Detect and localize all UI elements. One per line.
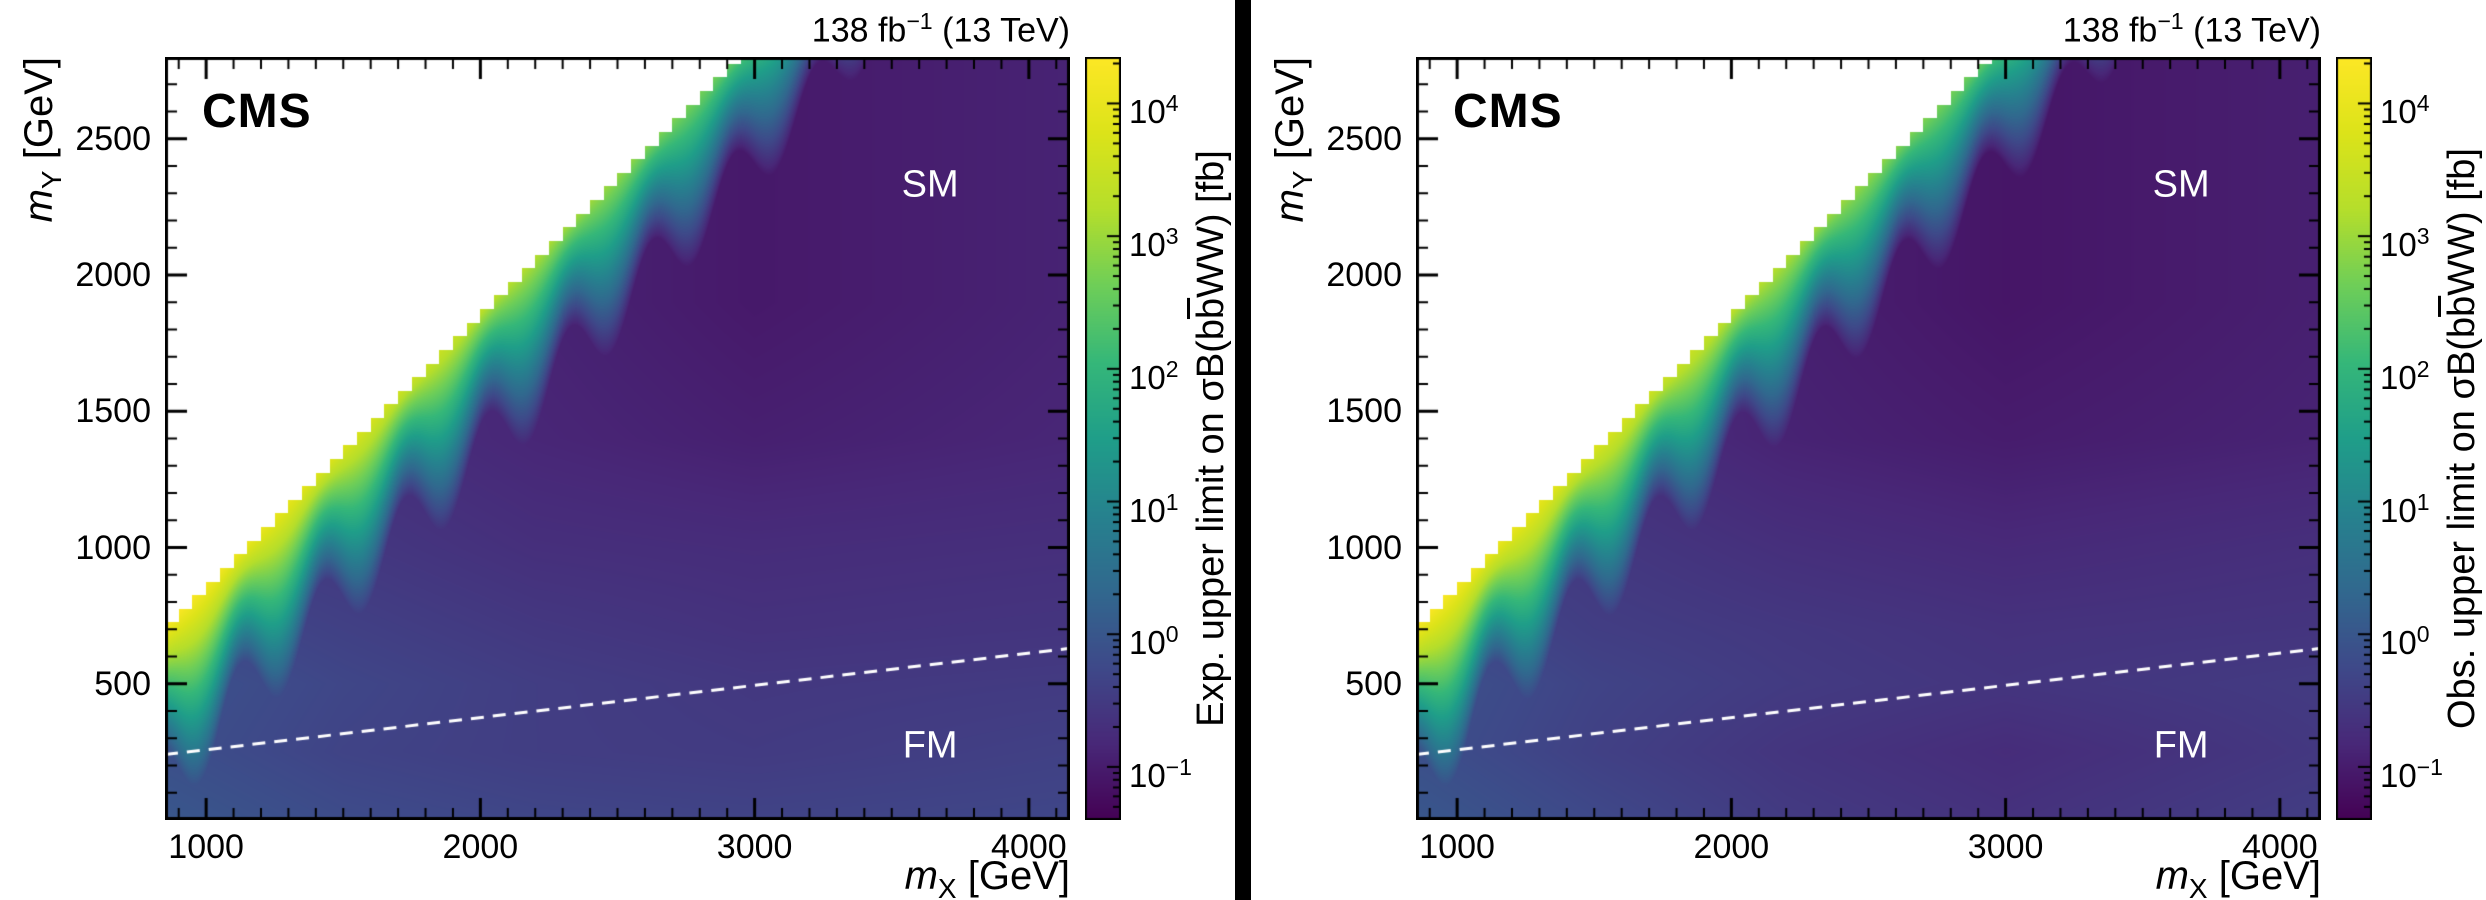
colorbar-tick-label: 103 bbox=[1129, 223, 1179, 264]
cms-logo-text: CMS bbox=[202, 85, 312, 138]
cbar-title-post: WW) [fb] bbox=[2441, 148, 2483, 296]
panel-observed-limit: 138 fb−1 (13 TeV) CMS mX [GeV] mY [GeV] … bbox=[1251, 0, 2486, 900]
y-title-subscript: Y bbox=[36, 170, 67, 190]
x-axis-title: mX [GeV] bbox=[165, 854, 1070, 900]
colorbar-title: Exp. upper limit on σB(bbWW) [fb] bbox=[1188, 57, 1234, 820]
colorbar-tick-label: 10−1 bbox=[2380, 753, 2443, 794]
x-title-subscript: X bbox=[2188, 873, 2208, 900]
observed-heatmap-canvas bbox=[1416, 57, 2321, 820]
colorbar-title: Obs. upper limit on σB(bbWW) [fb] bbox=[2439, 57, 2485, 820]
observed-colorbar-canvas bbox=[2336, 57, 2372, 820]
y-title-symbol: m bbox=[17, 189, 61, 223]
x-title-subscript: X bbox=[937, 873, 957, 900]
panel-divider bbox=[1235, 0, 1251, 900]
cbar-title-bbar: b bbox=[1190, 297, 1232, 320]
lumi-prefix: 138 fb bbox=[2062, 11, 2158, 50]
luminosity-label: 138 fb−1 (13 TeV) bbox=[1416, 8, 2321, 50]
y-axis-title: mY [GeV] bbox=[1265, 57, 1318, 820]
cbar-title-pre: Exp. upper limit on σB(b bbox=[1190, 319, 1232, 727]
y-axis-title: mY [GeV] bbox=[14, 57, 67, 820]
lumi-suffix: (13 TeV) bbox=[2183, 11, 2321, 50]
x-title-symbol: m bbox=[904, 854, 938, 898]
cbar-title-bbar: b bbox=[2441, 295, 2483, 317]
cbar-title-post: WW) [fb] bbox=[1190, 150, 1232, 298]
y-title-unit: [GeV] bbox=[17, 57, 61, 171]
luminosity-label: 138 fb−1 (13 TeV) bbox=[165, 8, 1070, 50]
colorbar-tick-label: 100 bbox=[1129, 621, 1179, 662]
x-title-unit: [GeV] bbox=[2207, 854, 2321, 898]
x-title-symbol: m bbox=[2155, 854, 2189, 898]
panel-expected-limit: 138 fb−1 (13 TeV) CMS mX [GeV] mY [GeV] … bbox=[0, 0, 1235, 900]
colorbar-tick-label: 102 bbox=[1129, 355, 1179, 396]
colorbar-tick-label: 10−1 bbox=[1129, 753, 1192, 794]
lumi-prefix: 138 fb bbox=[811, 11, 907, 50]
x-axis-title: mX [GeV] bbox=[1416, 854, 2321, 900]
colorbar-tick-label: 101 bbox=[2380, 488, 2430, 529]
lumi-exponent: −1 bbox=[906, 8, 933, 34]
cms-logo-text: CMS bbox=[1453, 85, 1563, 138]
colorbar-tick-label: 101 bbox=[1129, 488, 1179, 529]
colorbar-tick-label: 100 bbox=[2380, 621, 2430, 662]
x-title-unit: [GeV] bbox=[956, 854, 1070, 898]
lumi-exponent: −1 bbox=[2157, 8, 2184, 34]
lumi-suffix: (13 TeV) bbox=[932, 11, 1070, 50]
y-title-unit: [GeV] bbox=[1268, 57, 1312, 171]
cbar-title-pre: Obs. upper limit on σB(b bbox=[2441, 316, 2483, 729]
colorbar-tick-label: 104 bbox=[1129, 90, 1179, 131]
colorbar-tick-label: 103 bbox=[2380, 223, 2430, 264]
y-title-subscript: Y bbox=[1287, 170, 1318, 190]
colorbar-tick-label: 102 bbox=[2380, 355, 2430, 396]
expected-colorbar-canvas bbox=[1085, 57, 1121, 820]
y-title-symbol: m bbox=[1268, 189, 1312, 223]
expected-heatmap-canvas bbox=[165, 57, 1070, 820]
colorbar-tick-label: 104 bbox=[2380, 90, 2430, 131]
